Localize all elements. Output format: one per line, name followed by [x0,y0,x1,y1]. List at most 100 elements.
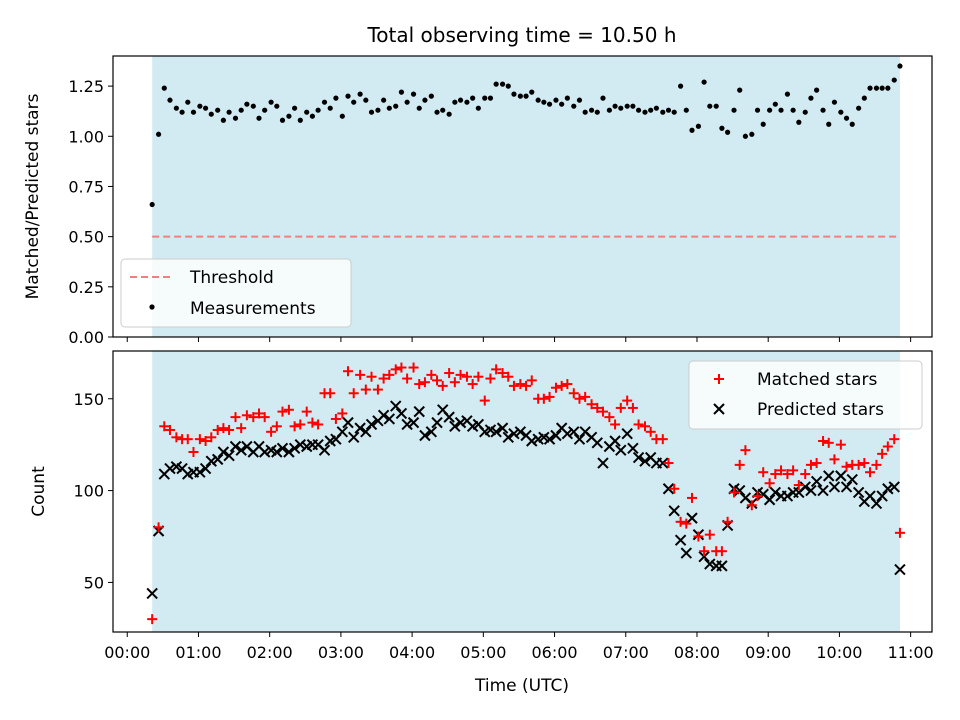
matched-point [182,434,193,445]
measurement-point [368,109,375,115]
bottom-x-tick-label: 03:00 [318,643,364,662]
matched-point [865,467,876,478]
measurement-point [279,117,286,123]
predicted-point [365,418,378,431]
matched-point [230,412,241,423]
predicted-point [383,413,396,425]
measurement-point [262,107,268,113]
bottom-x-tick-label: 07:00 [603,643,649,662]
measurement-point [689,127,695,133]
matched-point [538,393,549,404]
predicted-point [490,426,502,438]
matched-point [770,469,781,480]
matched-point [580,391,591,402]
matched-point [615,402,626,413]
matched-point [835,439,846,450]
predicted-point [550,429,562,442]
matched-point [330,413,341,424]
top-y-tick-label: 0.00 [68,328,104,347]
matched-point [360,384,371,395]
measurement-point [808,95,814,101]
matched-point [461,371,472,382]
matched-point [378,373,389,384]
measurement-point [576,97,583,103]
measurement-point [624,103,630,109]
predicted-point [318,444,331,456]
bottom-x-tick-label: 05:00 [460,643,506,662]
measurement-point [215,107,221,113]
measurement-point [250,103,256,109]
matched-point [645,426,656,437]
predicted-point [211,453,224,466]
predicted-point [657,457,669,469]
matched-point [224,424,235,435]
measurement-point [321,99,328,105]
predicted-point [514,426,527,438]
measurement-point [244,101,250,107]
measurement-point [202,105,209,111]
bottom-x-tick-label: 10:00 [816,643,862,662]
matched-point [716,546,727,557]
matched-point [508,380,519,391]
matched-point [859,458,870,469]
predicted-point [680,547,693,559]
bottom-x-tick-label: 01:00 [175,643,221,662]
measurement-point [470,95,476,101]
matched-point [800,469,811,480]
bottom-x-tick-label: 09:00 [745,643,791,662]
measurement-point [790,107,796,113]
measurement-point [571,103,577,109]
predicted-point [229,440,242,453]
predicted-point [454,416,467,429]
measurement-point [849,121,855,127]
matched-point [147,614,158,625]
measurement-point [725,129,731,135]
predicted-point [419,429,431,442]
measurement-point [814,87,820,93]
measurement-point [760,121,766,127]
predicted-point [276,442,289,455]
matched-point [366,371,377,382]
bottom-x-tick-label: 00:00 [104,643,150,662]
measurement-point [475,105,481,111]
measurement-point [831,99,838,105]
measurement-point [363,97,369,103]
predicted-point [573,433,586,445]
predicted-point [360,426,372,438]
matched-point [437,380,448,391]
matched-point [485,373,496,384]
measurement-point [428,93,434,99]
measurement-point [719,125,725,131]
top-panel: 0.00 0.25 0.50 0.75 1.00 1.25 Total observing… [23,23,933,347]
measurement-point [635,107,642,113]
measurement-point [268,99,274,105]
matched-point [343,366,354,377]
predicted-point [443,411,455,423]
measurement-point [796,119,802,125]
measurement-point [648,107,654,113]
matched-point [627,402,638,413]
matched-point [853,459,864,470]
measurement-point [600,95,606,101]
matched-point [325,388,336,399]
predicted-point [235,444,247,456]
measurement-point [767,107,773,113]
bottom-x-tick-label: 08:00 [674,643,720,662]
matched-point [188,447,199,458]
matched-point [277,406,288,417]
matched-point [811,458,822,469]
predicted-point [698,550,710,563]
top-y-tick-label: 1.25 [68,77,104,96]
matched-point [734,459,745,470]
predicted-point [668,505,680,517]
matched-point [729,487,740,498]
predicted-point [348,431,360,444]
predicted-point [199,462,212,475]
matched-point [396,362,407,373]
matched-point [408,362,419,373]
measurement-point [327,105,333,111]
measurement-point [155,131,162,137]
measurement-point [173,105,179,111]
predicted-point [164,462,176,475]
matched-point [562,379,573,390]
